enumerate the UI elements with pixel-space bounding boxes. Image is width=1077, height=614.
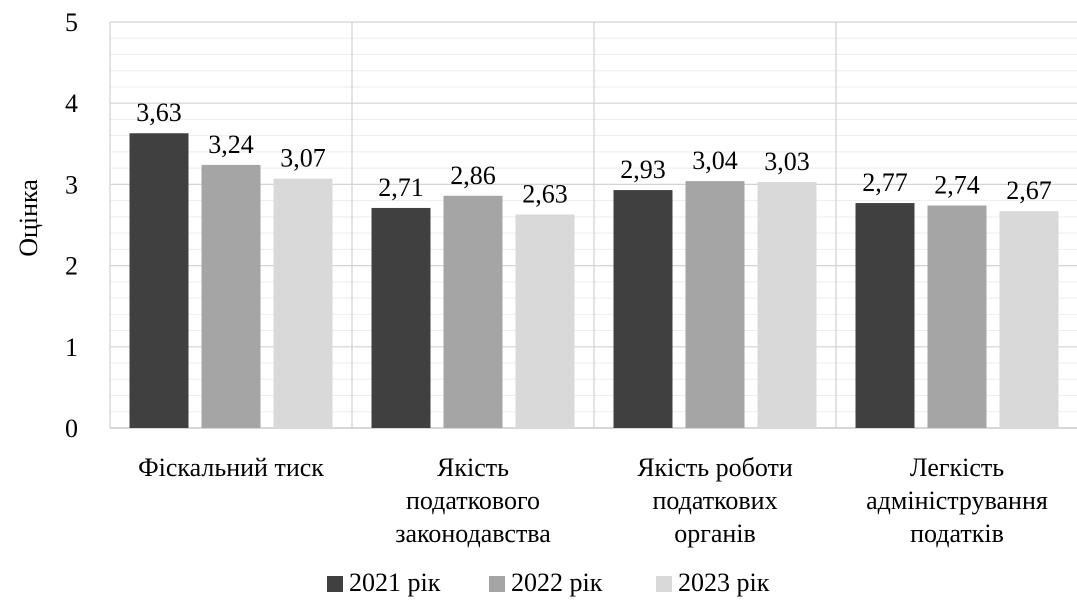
bar	[613, 190, 673, 428]
bar	[757, 181, 817, 428]
data-label: 2,63	[522, 179, 568, 208]
data-labels: 3,63 3,24 3,07 2,71 2,86 2,63 2,93 3,04 3,03 2,77…	[136, 98, 1052, 208]
y-tick-label: 2	[65, 252, 78, 281]
bar	[273, 178, 333, 428]
y-axis: 0 1 2 3 4 5	[65, 8, 78, 443]
data-label: 3,24	[208, 130, 254, 159]
legend-swatch	[327, 576, 343, 592]
legend: 2021 рік 2022 рік 2023 рік	[327, 568, 770, 597]
legend-label: 2022 рік	[511, 568, 603, 597]
data-label: 2,93	[620, 155, 666, 184]
data-label: 2,77	[862, 168, 908, 197]
category-label: Якість податкового законодавства	[395, 453, 551, 548]
bar	[855, 203, 915, 428]
legend-swatch	[489, 576, 505, 592]
data-label: 2,74	[934, 171, 980, 200]
data-label: 3,03	[764, 147, 810, 176]
y-tick-label: 3	[65, 170, 78, 199]
grid	[109, 21, 1077, 429]
data-label: 3,07	[280, 144, 326, 173]
category-label: Якість роботи податкових органів	[637, 453, 793, 548]
data-label: 3,04	[692, 146, 738, 175]
legend-label: 2023 рік	[678, 568, 770, 597]
data-label: 2,67	[1006, 176, 1052, 205]
legend-label: 2021 рік	[349, 568, 441, 597]
y-axis-title: Оцінка	[14, 179, 43, 257]
bar	[927, 205, 987, 428]
bar	[371, 207, 431, 428]
bar	[129, 133, 189, 428]
bar	[201, 164, 261, 429]
y-tick-label: 1	[65, 333, 78, 362]
data-label: 3,63	[136, 98, 182, 127]
bar	[515, 214, 575, 428]
bars	[129, 133, 1059, 429]
bar	[685, 181, 745, 428]
bar	[443, 195, 503, 428]
y-tick-label: 4	[65, 89, 78, 118]
x-axis: Фіскальний тиск Якість податкового законода…	[138, 453, 1048, 548]
legend-swatch	[656, 576, 672, 592]
category-label: Фіскальний тиск	[138, 453, 324, 482]
data-label: 2,86	[450, 161, 496, 190]
y-tick-label: 5	[65, 8, 78, 37]
data-label: 2,71	[378, 173, 424, 202]
bar	[999, 211, 1059, 428]
y-tick-label: 0	[65, 414, 78, 443]
category-label: Легкість адміністрування податків	[866, 453, 1048, 548]
